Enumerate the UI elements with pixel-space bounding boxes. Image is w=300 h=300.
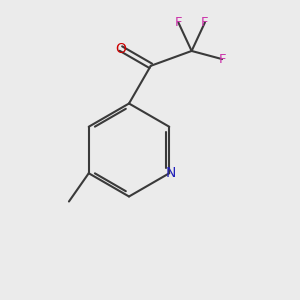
Text: F: F <box>201 16 209 29</box>
Text: F: F <box>175 16 182 29</box>
Text: O: O <box>116 42 126 56</box>
Text: F: F <box>218 52 226 66</box>
Text: N: N <box>166 166 176 180</box>
